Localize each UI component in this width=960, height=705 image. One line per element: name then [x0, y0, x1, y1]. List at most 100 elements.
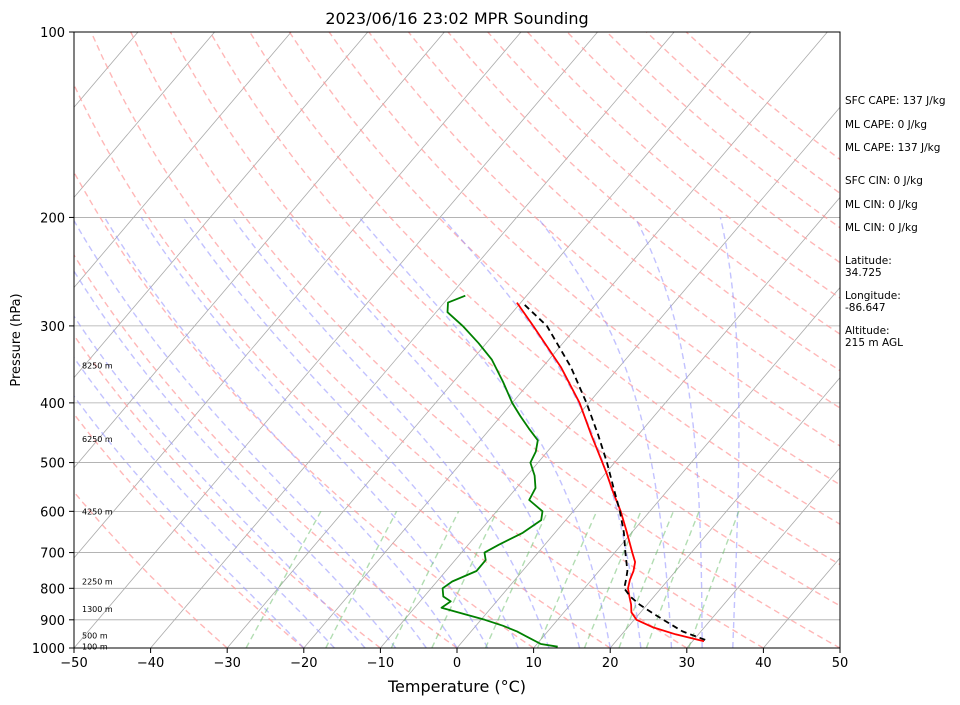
isotherm-line	[74, 32, 445, 469]
annotation-text: Latitude:	[845, 255, 892, 267]
isotherm-line	[533, 286, 840, 648]
dry-adiabat	[249, 32, 840, 566]
height-label: 8250 m	[82, 362, 113, 371]
moist-adiabat	[74, 219, 427, 648]
dry-adiabat	[407, 32, 840, 409]
isotherm-line	[74, 32, 369, 379]
height-label: 1300 m	[82, 605, 113, 614]
moist-adiabat	[74, 395, 305, 648]
isotherm-line	[74, 32, 522, 559]
annotation-text: ML CAPE: 0 J/kg	[845, 119, 927, 131]
moist-adiabat	[289, 216, 581, 648]
y-tick-label: 1000	[32, 642, 65, 657]
annotation-text: ML CIN: 0 J/kg	[845, 222, 918, 234]
y-tick-label: 300	[40, 320, 65, 335]
moist-adiabat	[74, 356, 335, 648]
temperature-profile-line	[516, 302, 705, 643]
y-tick-label: 200	[40, 211, 65, 226]
annotation-text: -86.647	[845, 302, 886, 314]
dry-adiabat	[288, 32, 840, 526]
dry-adiabat	[74, 253, 458, 648]
x-tick-label: 10	[525, 656, 542, 671]
y-tick-label: 500	[40, 457, 65, 472]
isotherm-line	[380, 106, 840, 648]
isotherm-line	[456, 196, 840, 648]
annotation-text: 215 m AGL	[845, 337, 903, 349]
height-label: 4250 m	[82, 507, 113, 516]
x-tick-label: 0	[453, 656, 461, 671]
moist-adiabat	[634, 217, 703, 648]
mixing-ratio-line	[431, 510, 498, 648]
y-tick-label: 400	[40, 397, 65, 412]
annotation-text: SFC CAPE: 137 J/kg	[845, 95, 946, 107]
mixing-ratio-line	[645, 511, 700, 648]
dry-adiabat	[169, 32, 840, 648]
dry-adiabat	[74, 412, 305, 648]
moist-adiabat	[104, 217, 458, 648]
y-tick-label: 600	[40, 505, 65, 520]
dry-adiabat	[74, 83, 611, 648]
plot-frame	[73, 31, 841, 649]
mixing-ratio-line	[618, 511, 675, 648]
isotherm-line	[150, 32, 675, 648]
annotation-text: 34.725	[845, 267, 882, 279]
chart-title: 2023/06/16 23:02 MPR Sounding	[325, 9, 588, 28]
moist-adiabat	[74, 269, 397, 648]
x-axis-label: Temperature (°C)	[387, 677, 526, 696]
moist-adiabat	[358, 216, 611, 648]
isotherm-line	[303, 32, 828, 648]
height-label: 2250 m	[82, 578, 113, 587]
moist-adiabat	[182, 216, 519, 648]
y-axis-label: Pressure (hPa)	[9, 293, 24, 386]
mixing-ratio-line	[583, 511, 642, 648]
y-tick-label: 800	[40, 582, 65, 597]
x-tick-label: −10	[367, 656, 394, 671]
moist-adiabat	[140, 217, 489, 648]
dry-adiabat	[74, 334, 381, 648]
mixing-ratio-line	[245, 510, 322, 648]
annotation-text: ML CAPE: 137 J/kg	[845, 142, 940, 154]
annotation-text: Altitude:	[845, 325, 890, 337]
dry-adiabat	[328, 32, 840, 486]
dry-adiabat	[130, 32, 764, 648]
dry-adiabat	[209, 32, 840, 607]
x-tick-label: 40	[755, 656, 772, 671]
height-label: 100 m	[82, 643, 108, 652]
x-tick-label: −20	[290, 656, 317, 671]
moist-adiabat	[441, 216, 642, 648]
mixing-ratio-line	[325, 510, 398, 648]
isotherm-line	[74, 32, 598, 648]
annotation-text: SFC CIN: 0 J/kg	[845, 175, 923, 187]
parcel-path-line	[521, 301, 706, 641]
mixing-ratio-line	[688, 511, 740, 648]
x-tick-label: 30	[679, 656, 696, 671]
dry-adiabat	[90, 32, 688, 648]
moist-adiabat	[231, 216, 550, 648]
isotherm-line	[74, 32, 215, 199]
y-tick-label: 900	[40, 614, 65, 629]
annotation-text: Longitude:	[845, 290, 901, 302]
y-tick-label: 100	[40, 26, 65, 41]
x-tick-label: −50	[60, 656, 87, 671]
dry-adiabat	[526, 32, 840, 299]
dry-adiabat	[74, 490, 228, 648]
isotherm-line	[609, 377, 840, 648]
x-tick-label: −30	[213, 656, 240, 671]
height-label: 500 m	[82, 632, 108, 641]
dry-adiabat	[368, 32, 840, 447]
mixing-ratio-line	[536, 511, 598, 648]
isotherm-line	[686, 467, 840, 648]
height-label: 6250 m	[82, 435, 113, 444]
isotherm-line	[74, 32, 292, 289]
mixing-ratio-line	[390, 510, 460, 648]
x-tick-label: −40	[137, 656, 164, 671]
mixing-ratio-line	[484, 511, 549, 648]
moist-adiabat	[719, 217, 740, 648]
x-tick-label: 20	[602, 656, 619, 671]
y-tick-label: 700	[40, 547, 65, 562]
dry-adiabat	[74, 170, 534, 648]
dewpoint-profile-line	[440, 294, 558, 648]
moist-adiabat	[74, 315, 366, 648]
annotation-text: ML CIN: 0 J/kg	[845, 199, 918, 211]
